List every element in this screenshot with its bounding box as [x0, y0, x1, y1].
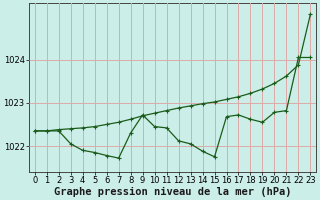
X-axis label: Graphe pression niveau de la mer (hPa): Graphe pression niveau de la mer (hPa) [54, 186, 291, 197]
